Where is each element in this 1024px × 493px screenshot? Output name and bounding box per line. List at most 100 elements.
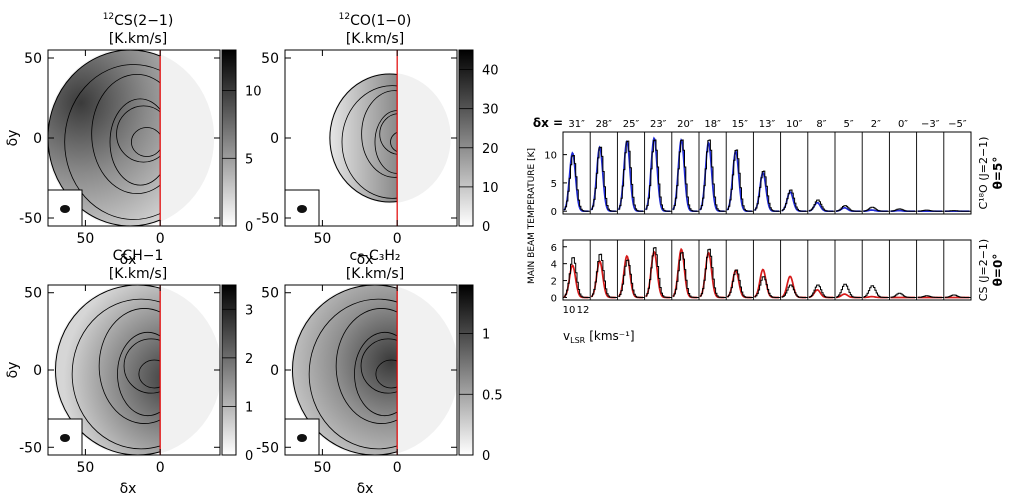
map-contour xyxy=(98,308,161,424)
y-tick-label: 0 xyxy=(33,363,42,379)
observed-spectrum-5 xyxy=(700,139,726,212)
map-contour xyxy=(335,308,398,424)
observed-spectrum-9 xyxy=(808,284,835,298)
map-title: 12CO(1−0) xyxy=(339,12,412,29)
model-spectrum-4 xyxy=(672,138,698,213)
spectra-y-tick-label: 10 xyxy=(544,151,557,162)
beam-ellipse xyxy=(60,434,70,442)
y-tick-label: 50 xyxy=(261,286,279,302)
x-tick-label: 50 xyxy=(313,460,331,476)
beam-ellipse xyxy=(297,205,307,213)
molecule-label-bottom: CS (J=2−1) xyxy=(977,239,990,301)
molecule-label-top: C¹⁸O (J=2−1) xyxy=(977,137,990,210)
x-tick-label: 50 xyxy=(76,231,94,247)
model-spectrum-3 xyxy=(644,250,671,299)
colorbar-tick-label: 0.5 xyxy=(482,388,503,403)
offset-label-13: −3″ xyxy=(921,119,940,130)
colorbar-tick-label: 3 xyxy=(245,303,253,318)
model-spectrum-4 xyxy=(672,247,698,299)
spectra-y-tick-label: 5 xyxy=(551,179,557,190)
spectra-panel: δx = 31″ 28″ 25″ 23″ 20″ 18″ 15″ 13″ 10″ 8″ 5″ 2″ 0″ −… xyxy=(527,116,1005,345)
map-contour xyxy=(91,74,161,194)
spectra-frame xyxy=(562,239,972,301)
observed-spectrum-2 xyxy=(618,140,645,212)
offset-label-4: 20″ xyxy=(677,119,694,130)
y-tick-label: -50 xyxy=(19,211,42,227)
map-contour xyxy=(116,105,161,163)
y-tick-label: 50 xyxy=(261,51,279,67)
observed-spectrum-1 xyxy=(591,146,618,212)
spectra-x-axis-label: vLSR [kms⁻¹] xyxy=(563,329,635,345)
map-unit: [K.km/s] xyxy=(346,31,404,47)
y-tick-label: -50 xyxy=(256,440,279,456)
model-spectrum-2 xyxy=(617,254,643,299)
offset-label-7: 13″ xyxy=(759,119,776,130)
spectra-row-bottom: 0 2 4 6 CS (J=2−1) θ=0° xyxy=(551,239,1005,305)
map-title: 12CS(2−1) xyxy=(103,12,174,29)
observed-spectrum-12 xyxy=(890,292,917,298)
map-contour xyxy=(361,90,398,178)
spectra-x-tick-label-0: 10 xyxy=(563,305,576,316)
y-tick-label: 50 xyxy=(24,51,42,67)
model-label-top: θ=5° xyxy=(991,157,1005,190)
colorbar-tick-label: 0 xyxy=(482,220,490,235)
observed-spectrum-7 xyxy=(754,276,781,298)
offset-label-2: 25″ xyxy=(623,119,640,130)
colorbar-tick-label: 2 xyxy=(245,352,253,367)
model-spectrum-7 xyxy=(753,171,779,213)
offset-label-1: 28″ xyxy=(596,119,613,130)
offset-label-12: 0″ xyxy=(898,119,908,130)
map-unit: [K.km/s] xyxy=(346,266,404,282)
spectra-y-tick-label: 0 xyxy=(551,293,557,304)
map-title: CCH−1 xyxy=(113,248,164,264)
observed-spectrum-13 xyxy=(917,209,944,212)
map-contour xyxy=(64,64,161,220)
map-emission xyxy=(292,285,398,455)
offset-label-10: 5″ xyxy=(844,119,854,130)
observed-spectrum-11 xyxy=(863,206,890,212)
y-tick-label: 50 xyxy=(24,286,42,302)
map-emission xyxy=(48,50,161,226)
y-tick-label: 0 xyxy=(270,131,279,147)
x-tick-label: 0 xyxy=(156,460,165,476)
observed-spectrum-2 xyxy=(618,259,645,298)
offset-label-8: 10″ xyxy=(786,119,803,130)
spectra-row-top: 0 5 10 C¹⁸O (J=2−1) θ=5° xyxy=(544,131,1005,218)
offset-label-9: 8″ xyxy=(816,119,826,130)
offset-prefix: δx = xyxy=(533,116,563,130)
x-axis-label: δx xyxy=(120,481,137,493)
map-title-text: c−C₃H₂ xyxy=(350,248,401,264)
map-contour xyxy=(379,113,398,155)
map-contour xyxy=(390,131,398,153)
map-title-text: CS(2−1) xyxy=(114,13,173,29)
map-emission-fill xyxy=(48,50,161,226)
colorbar-tick-label: 0 xyxy=(245,220,253,235)
observed-spectrum-14 xyxy=(944,294,971,298)
offset-label-11: 2″ xyxy=(871,119,881,130)
model-spectrum-6 xyxy=(726,269,752,299)
map-panel-cch: 50 0 50 0 -50 δx δy CCH−1 [K.km/s] 0 1 2 3 xyxy=(5,248,253,493)
model-spectrum-2 xyxy=(617,139,643,213)
map-contour xyxy=(360,338,398,394)
offset-label-14: −5″ xyxy=(948,119,967,130)
map-contour xyxy=(123,338,161,394)
observed-spectrum-11 xyxy=(863,285,890,298)
x-axis-label: δx xyxy=(357,481,374,493)
x-tick-label: 0 xyxy=(393,231,402,247)
y-tick-label: -50 xyxy=(256,211,279,227)
colorbar-tick-label: 1 xyxy=(245,400,253,415)
map-contour xyxy=(71,298,161,450)
model-label-bottom: θ=0° xyxy=(991,254,1005,287)
model-spectrum-3 xyxy=(644,136,671,213)
beam-ellipse xyxy=(297,434,307,442)
observed-spectrum-12 xyxy=(890,208,917,212)
observed-spectrum-13 xyxy=(917,295,944,298)
colorbar-tick-label: 40 xyxy=(482,64,499,79)
model-spectrum-0 xyxy=(563,151,589,213)
model-spectrum-5 xyxy=(699,251,725,299)
map-contour xyxy=(375,359,398,389)
observed-spectrum-9 xyxy=(808,199,835,212)
map-title-superscript: 12 xyxy=(103,12,114,22)
offset-label-0: 31″ xyxy=(568,119,585,130)
